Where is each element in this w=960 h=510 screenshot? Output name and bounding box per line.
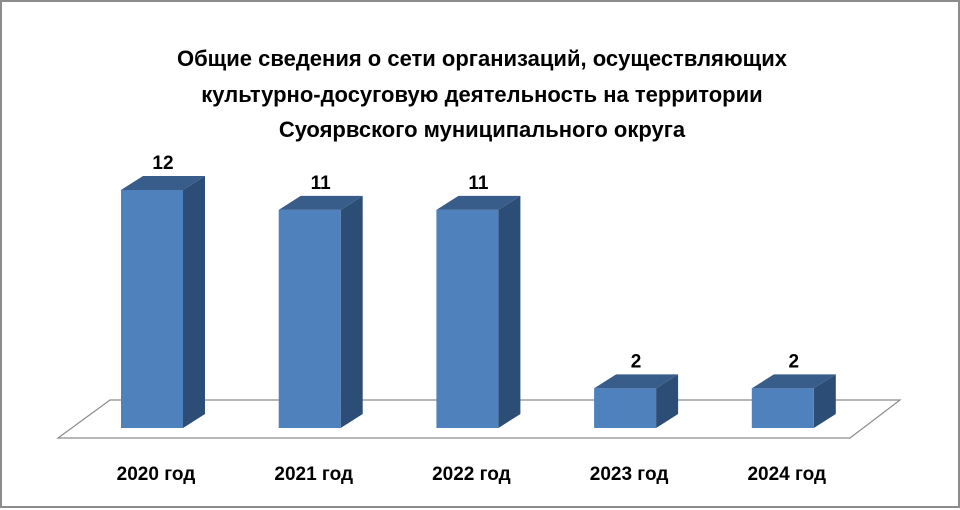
title-line: Общие сведения о сети организаций, осуще… xyxy=(177,46,788,71)
bar-side xyxy=(813,374,836,428)
bar xyxy=(436,209,499,428)
title-line: Суоярвского муниципального округа xyxy=(279,117,686,142)
bar-side xyxy=(340,195,363,428)
title-line: культурно-досуговую деятельность на терр… xyxy=(201,82,762,107)
bar-top xyxy=(594,374,679,389)
bar xyxy=(594,388,657,428)
bar xyxy=(278,209,341,428)
bar-top xyxy=(751,374,836,389)
value-label: 11 xyxy=(468,173,489,194)
bar-side xyxy=(656,374,679,428)
bar-top xyxy=(436,195,521,210)
bar-top xyxy=(278,195,363,210)
bar xyxy=(121,190,183,428)
value-label: 11 xyxy=(311,173,332,194)
bar-top xyxy=(121,176,205,190)
bar-side xyxy=(183,176,205,428)
value-label: 2 xyxy=(631,351,642,372)
x-tick-label: 2024 год xyxy=(747,464,826,485)
x-tick-label: 2020 год xyxy=(117,464,196,485)
title: Общие сведения о сети организаций, осуще… xyxy=(177,46,788,142)
bar xyxy=(751,388,814,428)
value-label: 2 xyxy=(789,351,800,372)
x-tick-label: 2023 год xyxy=(590,464,669,485)
value-label: 12 xyxy=(152,153,173,174)
x-tick-label: 2021 год xyxy=(274,464,353,485)
x-tick-label: 2022 год xyxy=(432,464,511,485)
bar-side xyxy=(498,195,521,428)
